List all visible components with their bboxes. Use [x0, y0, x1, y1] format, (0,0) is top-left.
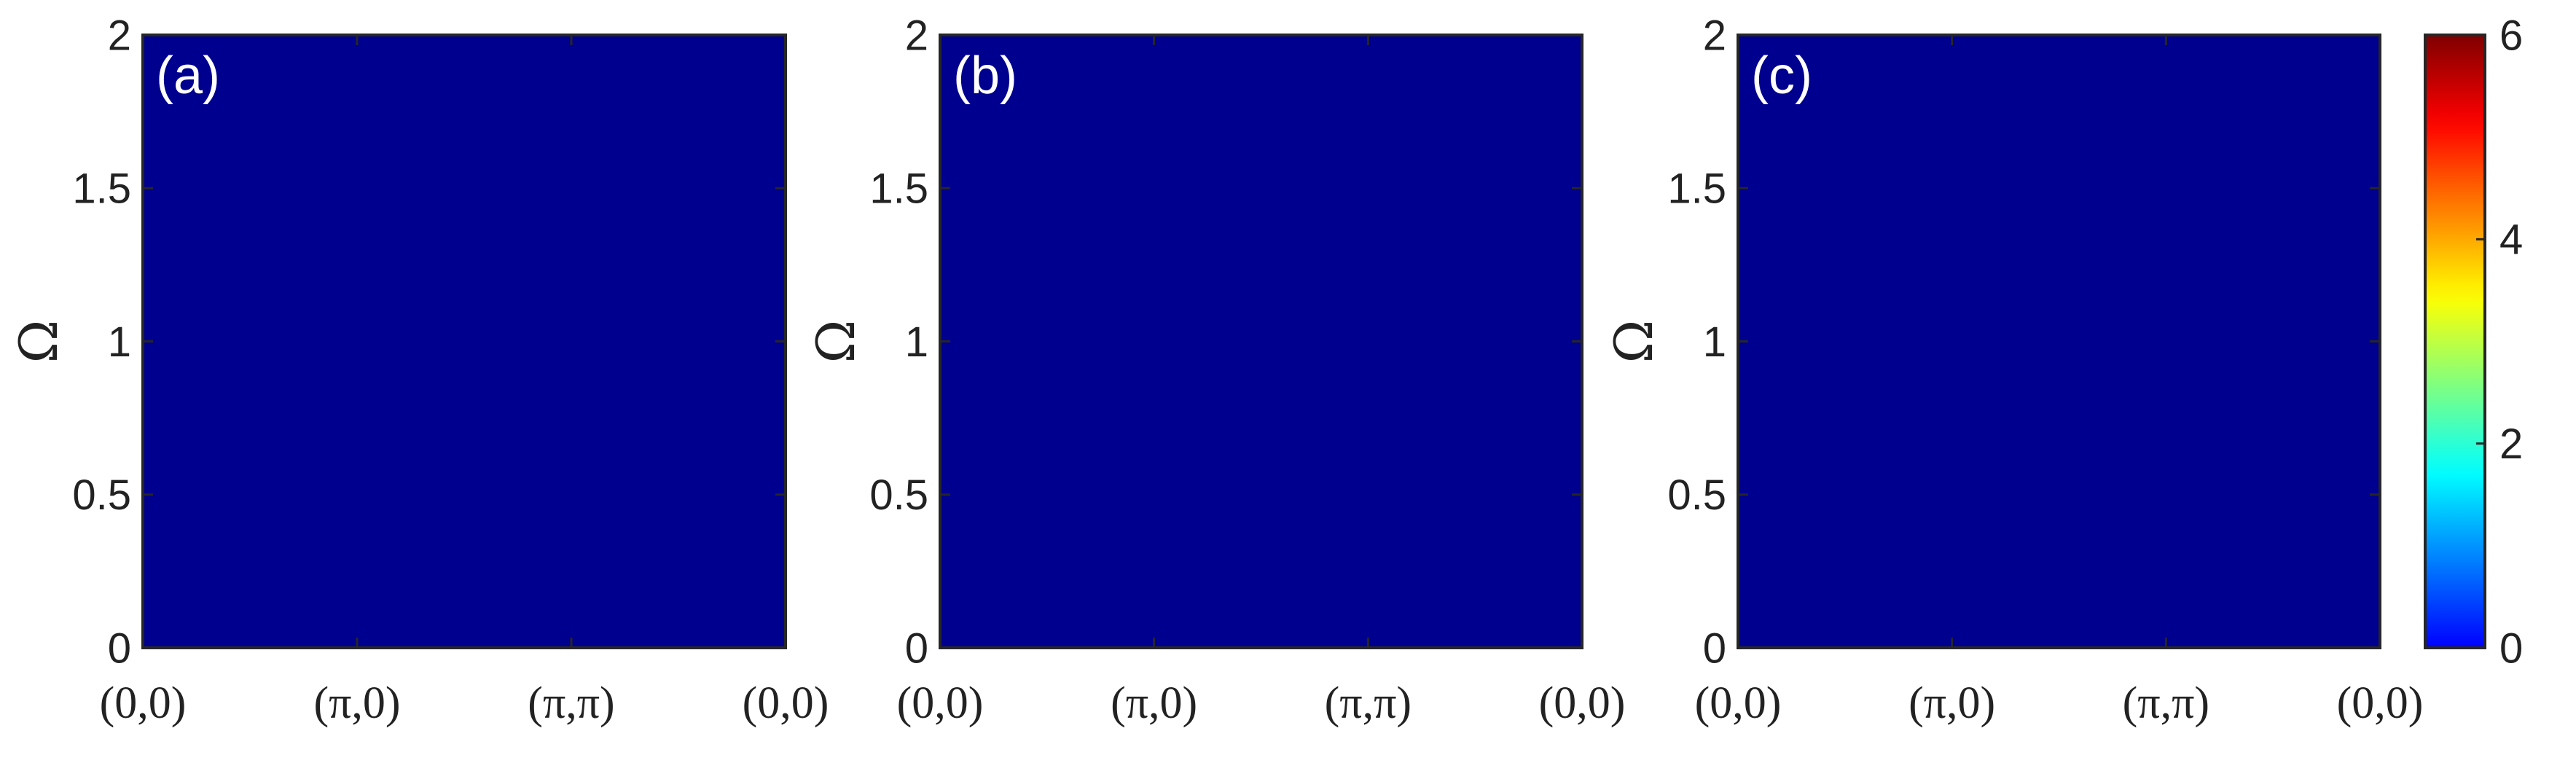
x-tick-label: (0,0) — [743, 678, 829, 728]
y-tick-label: 1.5 — [869, 165, 928, 213]
y-tick-label: 0.5 — [72, 471, 131, 519]
plot-area — [143, 35, 786, 648]
plot-area — [1738, 35, 2380, 648]
y-tick-label: 0.5 — [1667, 471, 1726, 519]
colorbar-tick-label: 4 — [2499, 216, 2523, 264]
panel-c: 0 0.5 1 1.5 2 (0,0) (π,0) (π,π) (0,0) Ω (c) — [1603, 12, 2423, 728]
colorbar-tick-label: 6 — [2499, 12, 2523, 59]
y-tick-label: 2 — [1703, 12, 1726, 59]
panel-a: 0 0.5 1 1.5 2 (0,0) (π,0) (π,π) (0,0) Ω (a) — [8, 12, 829, 728]
plot-area — [940, 35, 1582, 648]
colorbar-frame — [2424, 34, 2486, 649]
y-axis-label: Ω — [8, 320, 69, 364]
y-axis-label: Ω — [1603, 320, 1664, 364]
panel-label: (c) — [1751, 47, 1812, 105]
y-tick-label: 0 — [905, 625, 928, 672]
colorbar-tick-label: 0 — [2499, 625, 2523, 672]
x-tick-label: (π,π) — [2123, 678, 2209, 728]
x-tick-label: (0,0) — [1539, 678, 1626, 728]
x-tick-label: (0,0) — [2337, 678, 2424, 728]
y-tick-label: 1 — [1703, 318, 1726, 366]
y-tick-label: 1 — [108, 318, 131, 366]
x-tick-label: (π,0) — [1111, 678, 1197, 728]
x-tick-label: (π,0) — [313, 678, 400, 728]
y-tick-label: 0 — [108, 625, 131, 672]
y-tick-label: 0.5 — [869, 471, 928, 519]
y-tick-label: 2 — [108, 12, 131, 59]
colorbar-tick-label: 2 — [2499, 420, 2523, 468]
x-tick-label: (π,0) — [1908, 678, 1995, 728]
y-tick-label: 1.5 — [1667, 165, 1726, 213]
x-tick-label: (π,π) — [1325, 678, 1412, 728]
panel-b: 0 0.5 1 1.5 2 (0,0) (π,0) (π,π) (0,0) Ω (b) — [805, 12, 1625, 728]
x-tick-label: (0,0) — [100, 678, 187, 728]
y-tick-label: 0 — [1703, 625, 1726, 672]
y-axis-label: Ω — [805, 320, 866, 364]
y-tick-label: 1 — [905, 318, 928, 366]
panel-label: (b) — [953, 47, 1017, 105]
y-tick-label: 1.5 — [72, 165, 131, 213]
x-tick-label: (0,0) — [1695, 678, 1782, 728]
colorbar-gradient — [2425, 35, 2485, 648]
x-tick-label: (π,π) — [528, 678, 614, 728]
panel-label: (a) — [156, 47, 220, 105]
colorbar: 0 2 4 6 — [2424, 12, 2523, 672]
x-tick-label: (0,0) — [897, 678, 984, 728]
y-tick-label: 2 — [905, 12, 928, 59]
